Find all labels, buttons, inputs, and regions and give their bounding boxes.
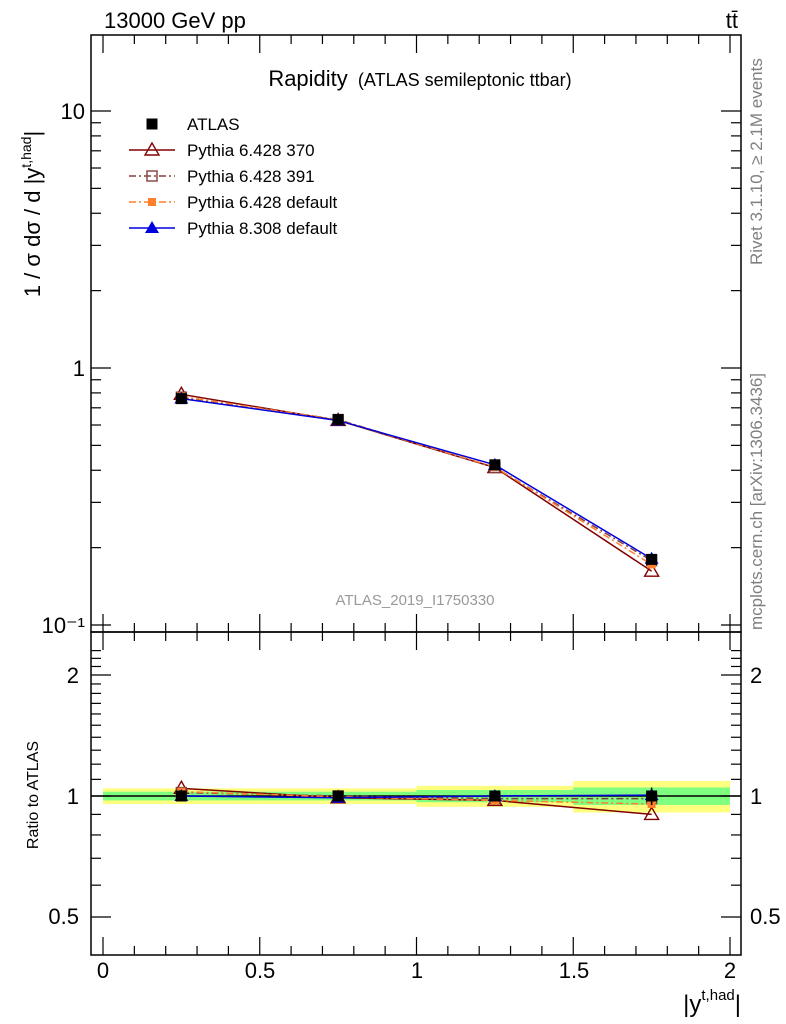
ratio-data-point bbox=[646, 790, 658, 802]
ratio-x-ticks bbox=[102, 632, 731, 955]
legend-label: Pythia 8.308 default bbox=[187, 219, 338, 238]
main-ytick-label-1: 1 bbox=[73, 356, 85, 381]
main-y-ticks bbox=[91, 110, 741, 626]
analysis-watermark: ATLAS_2019_I1750330 bbox=[335, 592, 494, 609]
main-plot-panel: 10 1 10⁻¹ Rapidity (ATLAS semileptonic t… bbox=[18, 34, 742, 638]
ratio-ytick-label-2-right: 2 bbox=[750, 663, 762, 688]
legend-marker bbox=[146, 118, 158, 130]
legend-label: Pythia 6.428 default bbox=[187, 193, 338, 212]
rivet-version-label: Rivet 3.1.10, ≥ 2.1M events bbox=[747, 58, 766, 265]
main-data-point bbox=[489, 459, 501, 471]
mcplots-label: mcplots.cern.ch [arXiv:1306.3436] bbox=[747, 373, 766, 630]
main-data-point bbox=[643, 562, 660, 577]
legend-marker bbox=[148, 198, 156, 206]
legend-label: Pythia 6.428 391 bbox=[187, 167, 315, 186]
legend-marker bbox=[145, 221, 159, 233]
xtick-label-1p5: 1.5 bbox=[559, 958, 590, 983]
xtick-label-0: 0 bbox=[97, 958, 109, 983]
xtick-label-1: 1 bbox=[411, 958, 423, 983]
main-series-line bbox=[181, 393, 653, 572]
process-label: 13000 GeV pp bbox=[104, 8, 246, 33]
ratio-plot-panel: 2 1 0.5 2 1 0.5 0 0.5 1 1.5 2 Ratio to A… bbox=[25, 631, 781, 1018]
ratio-ytick-label-2: 2 bbox=[67, 663, 79, 688]
ratio-data-point bbox=[489, 790, 501, 802]
xtick-label-0p5: 0.5 bbox=[245, 958, 276, 983]
main-series-line bbox=[181, 395, 653, 566]
legend-label: ATLAS bbox=[187, 115, 240, 134]
ratio-series-layer bbox=[173, 779, 660, 821]
legend: ATLAS Pythia 6.428 370 Pythia 6.428 391 Pyt… bbox=[129, 115, 338, 238]
ratio-data-point bbox=[175, 790, 187, 802]
main-ytick-label-10: 10 bbox=[61, 99, 85, 124]
ratio-ytick-label-1-right: 1 bbox=[750, 784, 762, 809]
xtick-label-2: 2 bbox=[724, 958, 736, 983]
legend-marker bbox=[146, 170, 158, 182]
x-axis-label: |yt,had| bbox=[683, 987, 741, 1018]
chart-title-sub: (ATLAS semileptonic ttbar) bbox=[358, 70, 572, 90]
legend-label: Pythia 6.428 370 bbox=[187, 141, 315, 160]
main-y-axis-label: 1 / σ dσ / d |yt,had| bbox=[18, 131, 45, 297]
chart-title: Rapidity (ATLAS semileptonic ttbar) bbox=[268, 66, 571, 91]
ratio-ytick-label-0p5: 0.5 bbox=[48, 904, 79, 929]
main-data-point bbox=[175, 393, 187, 405]
main-x-ticks bbox=[102, 35, 731, 632]
main-series-line bbox=[181, 397, 653, 560]
ratio-y-ticks bbox=[91, 650, 741, 918]
ratio-ytick-label-1: 1 bbox=[67, 784, 79, 809]
final-state-label: tt̄ bbox=[726, 8, 738, 33]
ratio-ytick-label-0p5-right: 0.5 bbox=[750, 904, 781, 929]
main-series-layer bbox=[173, 385, 660, 577]
ratio-series-line bbox=[181, 790, 652, 805]
chart-title-main: Rapidity bbox=[268, 66, 347, 91]
ratio-series-line bbox=[181, 794, 652, 799]
legend-marker bbox=[143, 141, 161, 156]
ratio-y-axis-label: Ratio to ATLAS bbox=[25, 741, 42, 849]
main-data-point bbox=[332, 414, 344, 426]
ratio-data-point bbox=[332, 790, 344, 802]
main-series-line bbox=[181, 396, 653, 562]
main-ytick-label-0p1: 10⁻¹ bbox=[42, 613, 85, 638]
main-data-point bbox=[646, 553, 658, 565]
ratio-data-point bbox=[643, 806, 660, 821]
